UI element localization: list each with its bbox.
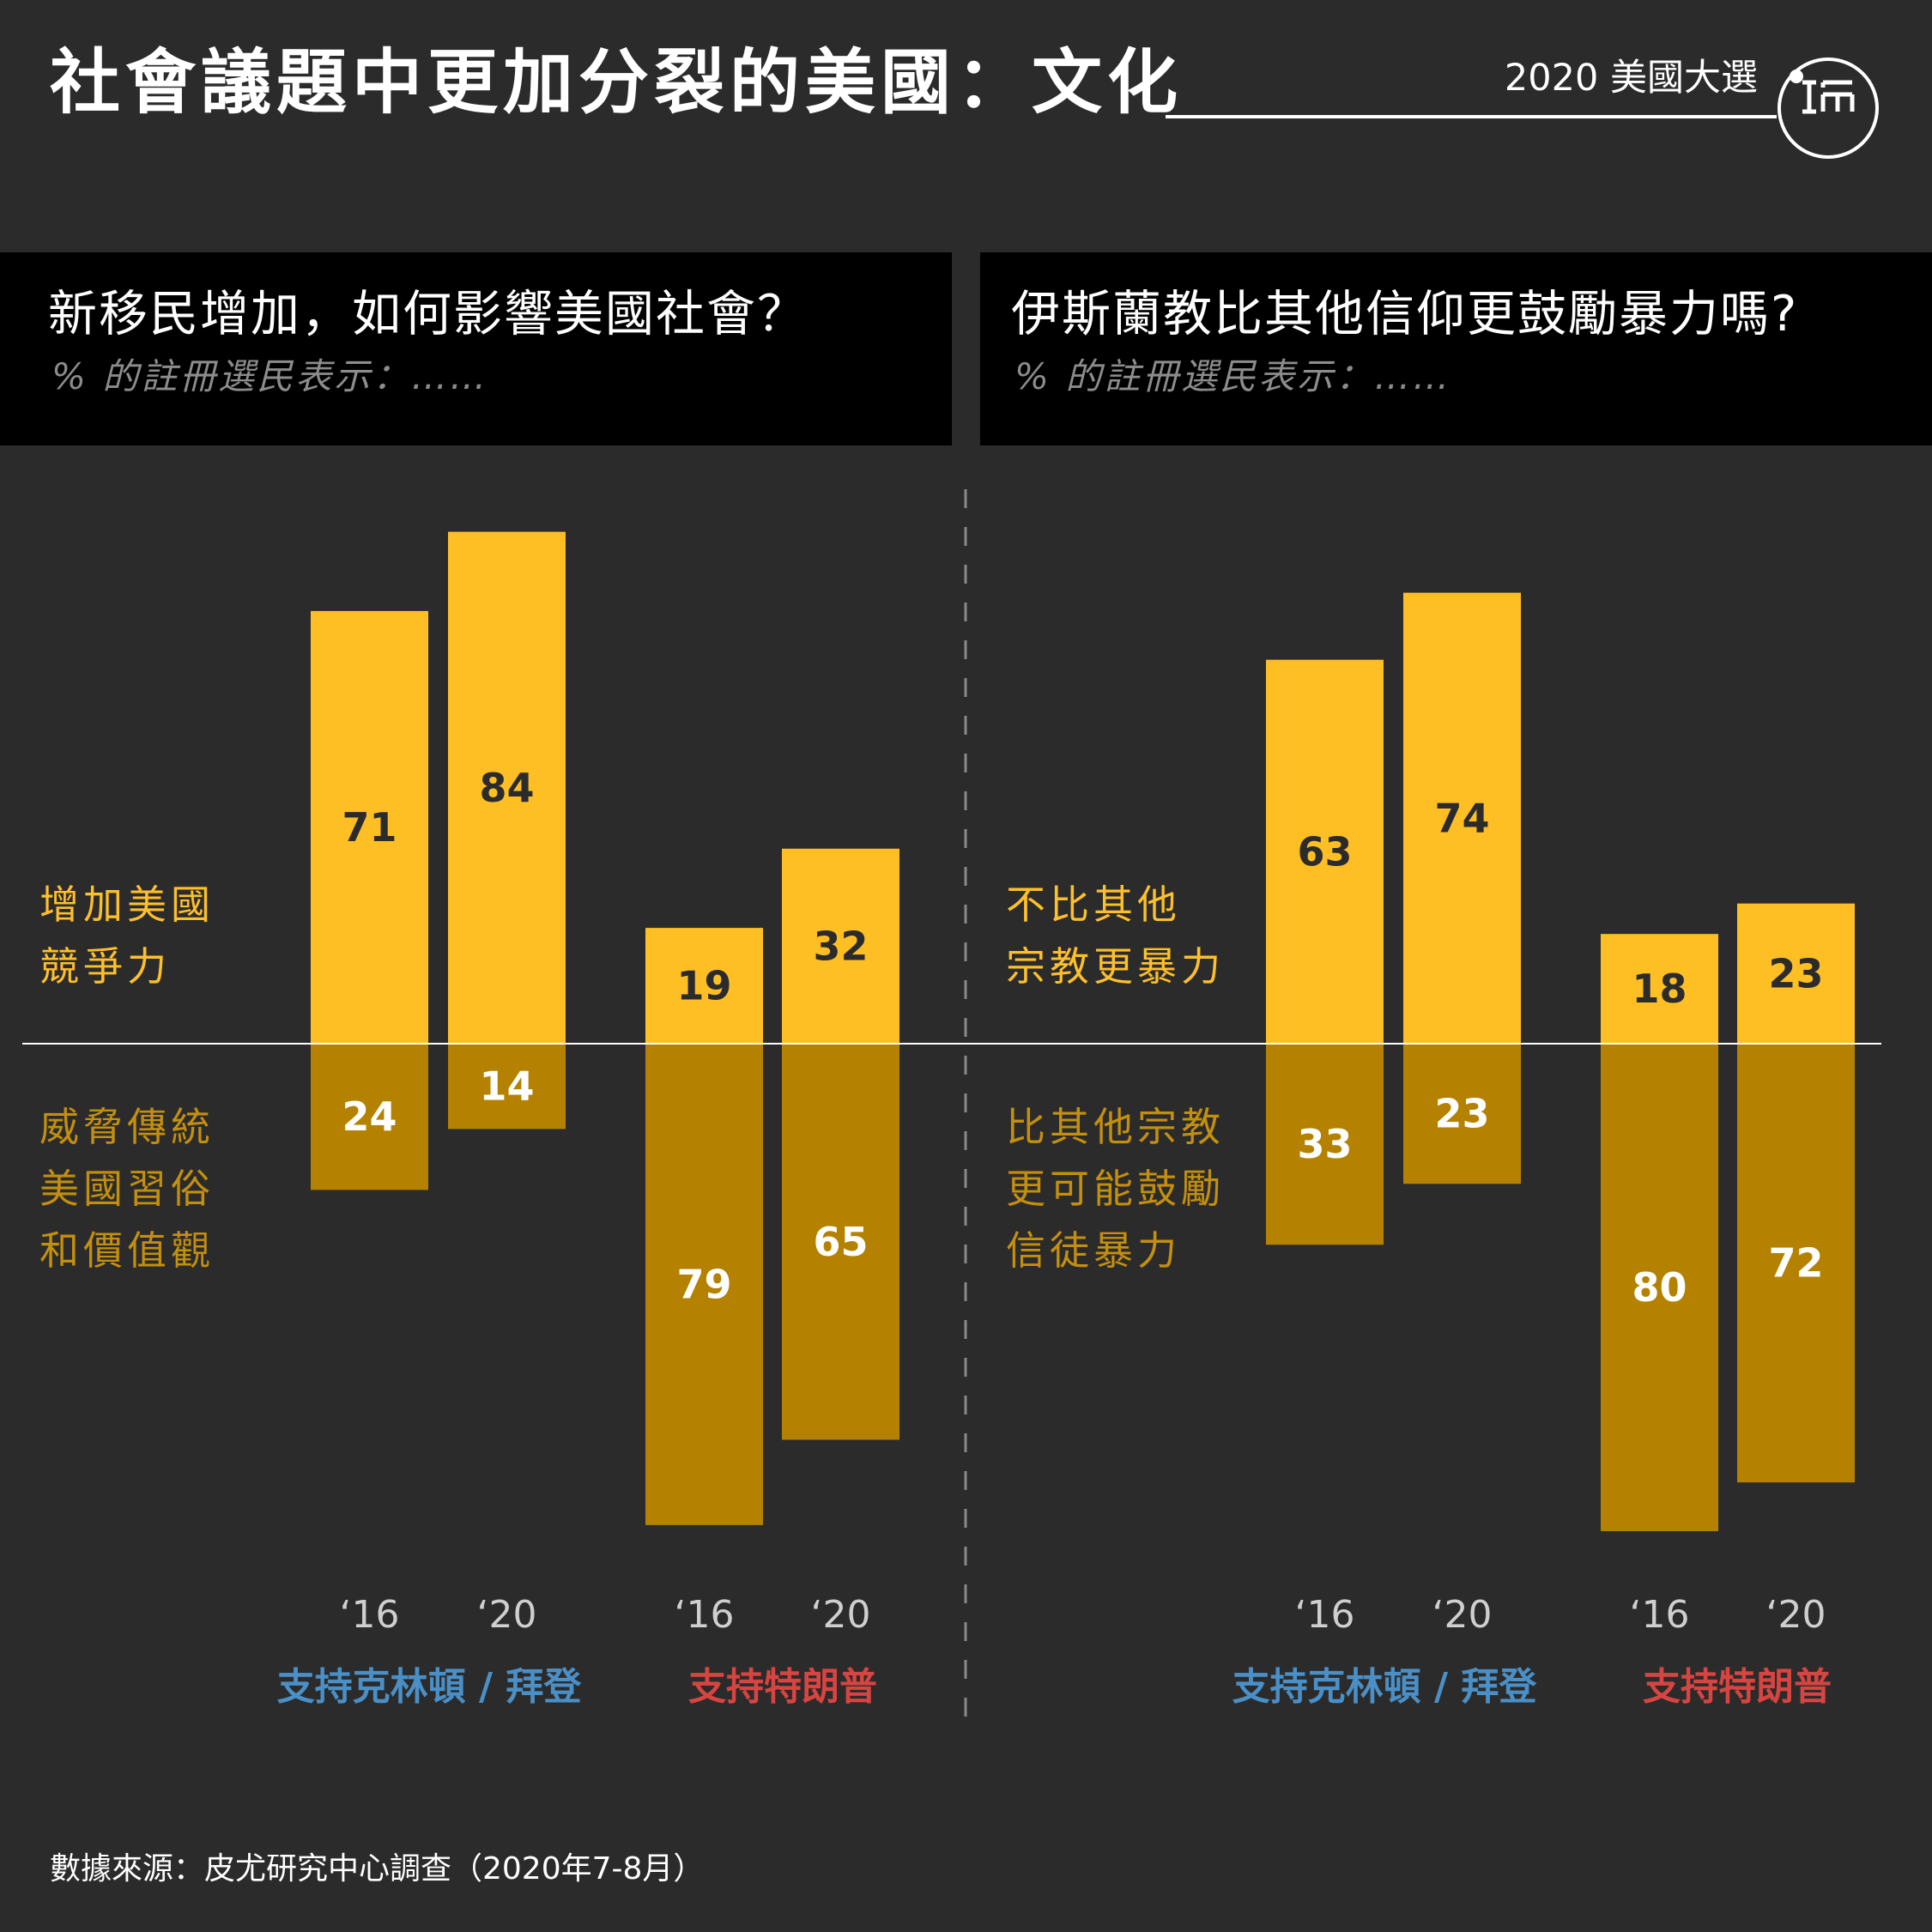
bar-negative	[782, 1044, 899, 1440]
chart-title: 社會議題中更加分裂的美國：文化	[50, 42, 1184, 124]
category-label-top: 不比其他 宗教更暴力	[1006, 881, 1225, 990]
bar-positive	[1601, 934, 1718, 1044]
category-label-top: 增加美國 競爭力	[39, 881, 215, 990]
data-label-negative: 33	[1297, 1121, 1352, 1167]
x-tick-label: ‘16	[1295, 1593, 1355, 1637]
bar-negative	[311, 1044, 428, 1190]
group-label: 支持特朗普	[1643, 1665, 1832, 1709]
data-label-positive: 18	[1632, 966, 1687, 1012]
data-label-negative: 23	[1434, 1091, 1489, 1137]
x-tick-label: ‘20	[1766, 1593, 1826, 1637]
x-tick-label: ‘16	[1630, 1593, 1690, 1637]
bar-positive	[1737, 903, 1855, 1044]
question-text: 新移民增加，如何影響美國社會？	[48, 286, 808, 342]
data-label-negative: 14	[479, 1063, 534, 1110]
x-tick-label: ‘16	[340, 1593, 400, 1637]
bar-positive	[448, 531, 566, 1044]
data-label-negative: 65	[813, 1219, 868, 1265]
bar-positive	[645, 928, 763, 1044]
bar-positive	[1266, 659, 1384, 1044]
x-tick-label: ‘20	[477, 1593, 537, 1637]
data-label-positive: 71	[342, 804, 397, 851]
data-label-positive: 74	[1434, 795, 1489, 841]
question-subtitle: % 的註冊選民表示：……	[51, 355, 489, 397]
data-label-positive: 19	[676, 963, 731, 1009]
question-box-right: 伊斯蘭教比其他信仰更鼓勵暴力嗎? % 的註冊選民表示：……	[980, 252, 1932, 445]
data-source: 數據來源：皮尤研究中心調查（2020年7-8月）	[50, 1851, 705, 1887]
bar-negative	[645, 1044, 763, 1525]
group-label: 支持克林頓 / 拜登	[1232, 1665, 1538, 1709]
x-tick-label: ‘20	[811, 1593, 871, 1637]
bar-positive	[1403, 592, 1521, 1044]
data-label-negative: 24	[342, 1093, 397, 1140]
bar-negative	[1601, 1044, 1718, 1531]
bar-negative	[448, 1044, 566, 1130]
question-text: 伊斯蘭教比其他信仰更鼓勵暴力嗎?	[1011, 286, 1799, 342]
data-label-negative: 72	[1768, 1240, 1823, 1287]
group-label: 支持特朗普	[688, 1665, 877, 1709]
group-label: 支持克林頓 / 拜登	[277, 1665, 583, 1709]
bar-positive	[782, 848, 899, 1044]
x-tick-label: ‘20	[1432, 1593, 1493, 1637]
data-label-negative: 80	[1632, 1264, 1687, 1311]
publisher-logo-icon	[1777, 57, 1880, 160]
data-label-positive: 84	[479, 765, 534, 811]
data-label-positive: 23	[1768, 950, 1823, 996]
data-label-negative: 79	[676, 1261, 731, 1307]
x-tick-label: ‘16	[675, 1593, 735, 1637]
data-label-positive: 63	[1297, 828, 1352, 875]
question-box-left: 新移民增加，如何影響美國社會？ % 的註冊選民表示：……	[0, 252, 952, 445]
category-label-bottom: 威脅傳統 美國習俗 和價值觀	[39, 1104, 215, 1274]
bar-negative	[1737, 1044, 1855, 1483]
bar-negative	[1403, 1044, 1521, 1184]
question-subtitle: % 的註冊選民表示：……	[1014, 355, 1452, 397]
bar-negative	[1266, 1044, 1384, 1245]
header-divider	[1166, 115, 1777, 118]
category-label-bottom: 比其他宗教 更可能鼓勵 信徒暴力	[1006, 1104, 1225, 1274]
data-label-positive: 32	[813, 923, 868, 969]
series-label: 2020 美國大選	[1504, 57, 1758, 100]
bar-positive	[311, 610, 428, 1044]
